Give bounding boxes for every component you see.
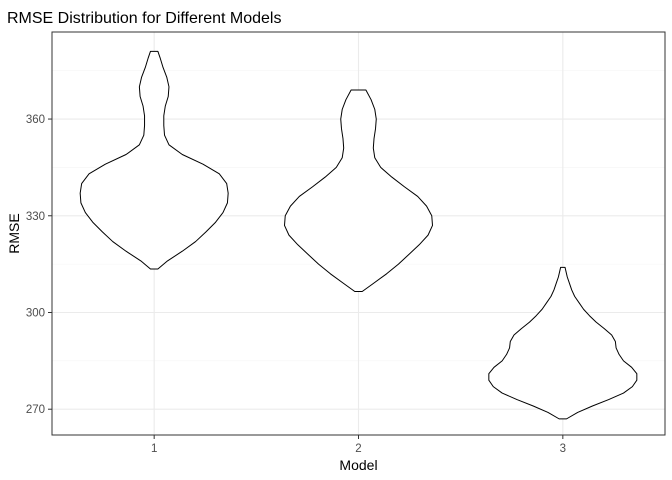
violin-model-1 [79,50,229,270]
x-tick-label: 1 [151,443,157,455]
violin-model-3 [488,266,638,420]
violin-model-2 [284,89,433,293]
x-tick-label: 3 [560,443,566,455]
y-axis-title: RMSE [6,213,22,253]
x-tick-label: 2 [355,443,361,455]
y-tick-label: 360 [26,114,45,126]
y-tick-label: 330 [26,211,45,223]
y-tick-label: 300 [26,307,45,319]
chart-title: RMSE Distribution for Different Models [7,10,281,27]
x-axis-title: Model [339,457,377,473]
y-tick-label: 270 [26,404,45,416]
axis-ticks: 270 300 330 360 1 2 3 [26,114,566,455]
violin-layer [79,50,638,420]
